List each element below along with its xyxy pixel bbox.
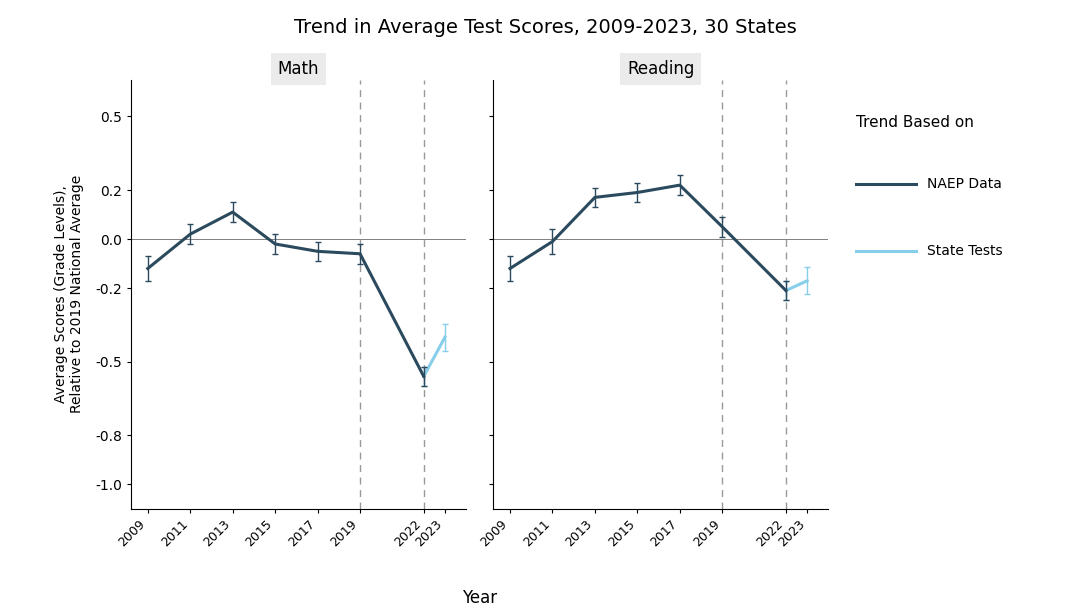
Text: Trend Based on: Trend Based on bbox=[856, 115, 973, 130]
Text: NAEP Data: NAEP Data bbox=[926, 177, 1002, 191]
Title: Reading: Reading bbox=[627, 60, 694, 78]
Text: State Tests: State Tests bbox=[926, 245, 1002, 258]
Text: Trend in Average Test Scores, 2009-2023, 30 States: Trend in Average Test Scores, 2009-2023,… bbox=[293, 18, 797, 37]
Title: Math: Math bbox=[278, 60, 319, 78]
Y-axis label: Average Scores (Grade Levels),
Relative to 2019 National Average: Average Scores (Grade Levels), Relative … bbox=[53, 175, 84, 413]
Text: Year: Year bbox=[462, 589, 497, 607]
